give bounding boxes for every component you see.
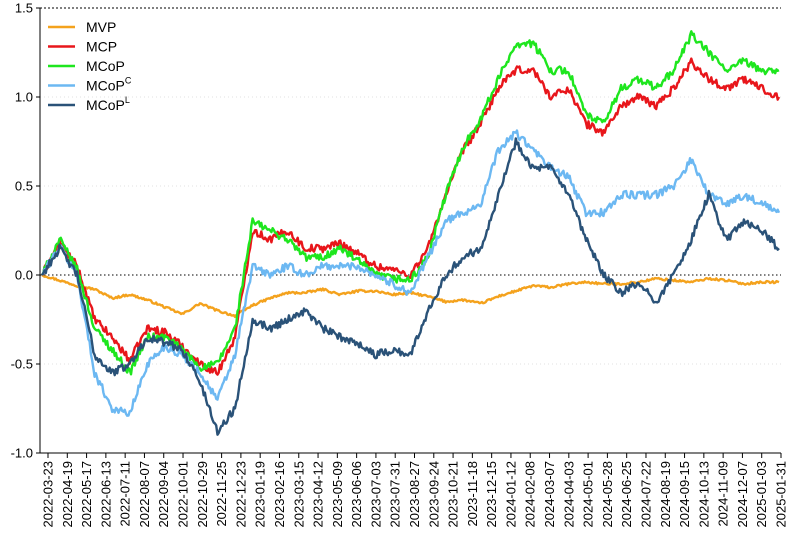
x-tick-label: 2024-06-25 — [619, 461, 634, 528]
y-tick-label: 1.5 — [15, 1, 33, 16]
series-line-mcp — [41, 57, 781, 376]
x-tick-label: 2024-12-07 — [735, 461, 750, 528]
x-tick-label: 2023-11-18 — [465, 461, 480, 527]
legend-label: MVP — [86, 19, 116, 35]
series-layer — [41, 30, 781, 436]
x-tick-label: 2023-02-16 — [272, 461, 287, 528]
legend-label-superscript: L — [125, 95, 130, 105]
x-tick-label: 2025-01-03 — [754, 461, 769, 528]
x-tick-label: 2023-03-15 — [291, 461, 306, 528]
y-tick-label: 1.0 — [15, 90, 33, 105]
x-tick-label: 2024-03-07 — [542, 461, 557, 528]
x-tick-label: 2022-05-17 — [79, 461, 94, 528]
legend-label: MCoP — [86, 58, 125, 74]
x-tick-label: 2024-02-08 — [523, 461, 538, 528]
x-tick-label: 2022-04-19 — [60, 461, 75, 528]
legend-label: MCoPL — [86, 95, 130, 113]
legend-label-text: MVP — [86, 19, 116, 35]
x-tick-label: 2023-07-31 — [388, 461, 403, 528]
legend-label-text: MCP — [86, 39, 117, 55]
x-tick-label: 2024-05-01 — [581, 461, 596, 528]
legend-label-superscript: C — [125, 76, 132, 86]
series-line-mcop — [41, 30, 780, 376]
legend-label-text: MCoP — [86, 58, 125, 74]
x-tick-label: 2023-05-09 — [330, 461, 345, 528]
plot-background — [40, 8, 781, 453]
y-axis-ticks: -1.0 -0.5 0.0 0.5 1.0 1.5 — [11, 1, 40, 461]
x-tick-label: 2024-05-28 — [600, 461, 615, 528]
x-tick-label: 2023-12-15 — [484, 461, 499, 528]
x-tick-label: 2023-06-06 — [349, 461, 364, 528]
x-tick-label: 2024-04-03 — [561, 461, 576, 528]
x-tick-label: 2022-03-23 — [41, 461, 56, 528]
y-tick-label: 0.5 — [15, 179, 33, 194]
x-tick-label: 2022-12-23 — [233, 461, 248, 528]
x-tick-label: 2023-09-24 — [426, 461, 441, 528]
x-tick-label: 2024-01-12 — [503, 461, 518, 528]
x-tick-label: 2024-08-19 — [658, 461, 673, 528]
x-tick-label: 2022-11-25 — [214, 461, 229, 527]
x-axis-ticks: 2022-03-23 2022-04-19 2022-05-17 2022-06-13… — [41, 453, 789, 528]
series-line-mcopl — [41, 137, 780, 436]
y-tick-label: -0.5 — [11, 357, 33, 372]
x-tick-label: 2023-04-12 — [311, 461, 326, 528]
x-tick-label: 2024-10-13 — [696, 461, 711, 528]
x-tick-label: 2024-07-22 — [638, 461, 653, 528]
x-tick-label: 2024-09-15 — [677, 461, 692, 528]
x-tick-label: 2023-10-21 — [446, 461, 461, 528]
x-tick-label: 2022-07-11 — [118, 461, 133, 527]
x-tick-label: 2023-08-27 — [407, 461, 422, 528]
y-tick-label: -1.0 — [11, 446, 33, 461]
x-tick-label: 2025-01-31 — [774, 461, 789, 528]
legend-label: MCP — [86, 39, 117, 55]
x-tick-label: 2022-09-04 — [156, 461, 171, 528]
legend-label-text: MCoP — [86, 97, 125, 113]
legend-label: MCoPC — [86, 76, 132, 94]
x-tick-label: 2023-07-03 — [368, 461, 383, 528]
x-tick-label: 2022-08-07 — [137, 461, 152, 528]
x-tick-label: 2022-10-01 — [176, 461, 191, 528]
legend-label-text: MCoP — [86, 78, 125, 94]
y-tick-label: 0.0 — [15, 268, 33, 283]
x-tick-label: 2022-06-13 — [98, 461, 113, 528]
x-tick-label: 2022-10-29 — [195, 461, 210, 528]
x-tick-label: 2024-11-09 — [716, 461, 731, 527]
x-tick-label: 2023-01-19 — [253, 461, 268, 528]
